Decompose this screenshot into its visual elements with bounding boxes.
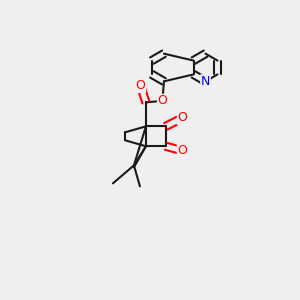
Text: N: N bbox=[201, 75, 210, 88]
Text: O: O bbox=[158, 94, 167, 107]
Text: O: O bbox=[177, 144, 187, 157]
Text: O: O bbox=[136, 80, 146, 92]
Text: O: O bbox=[177, 112, 187, 124]
